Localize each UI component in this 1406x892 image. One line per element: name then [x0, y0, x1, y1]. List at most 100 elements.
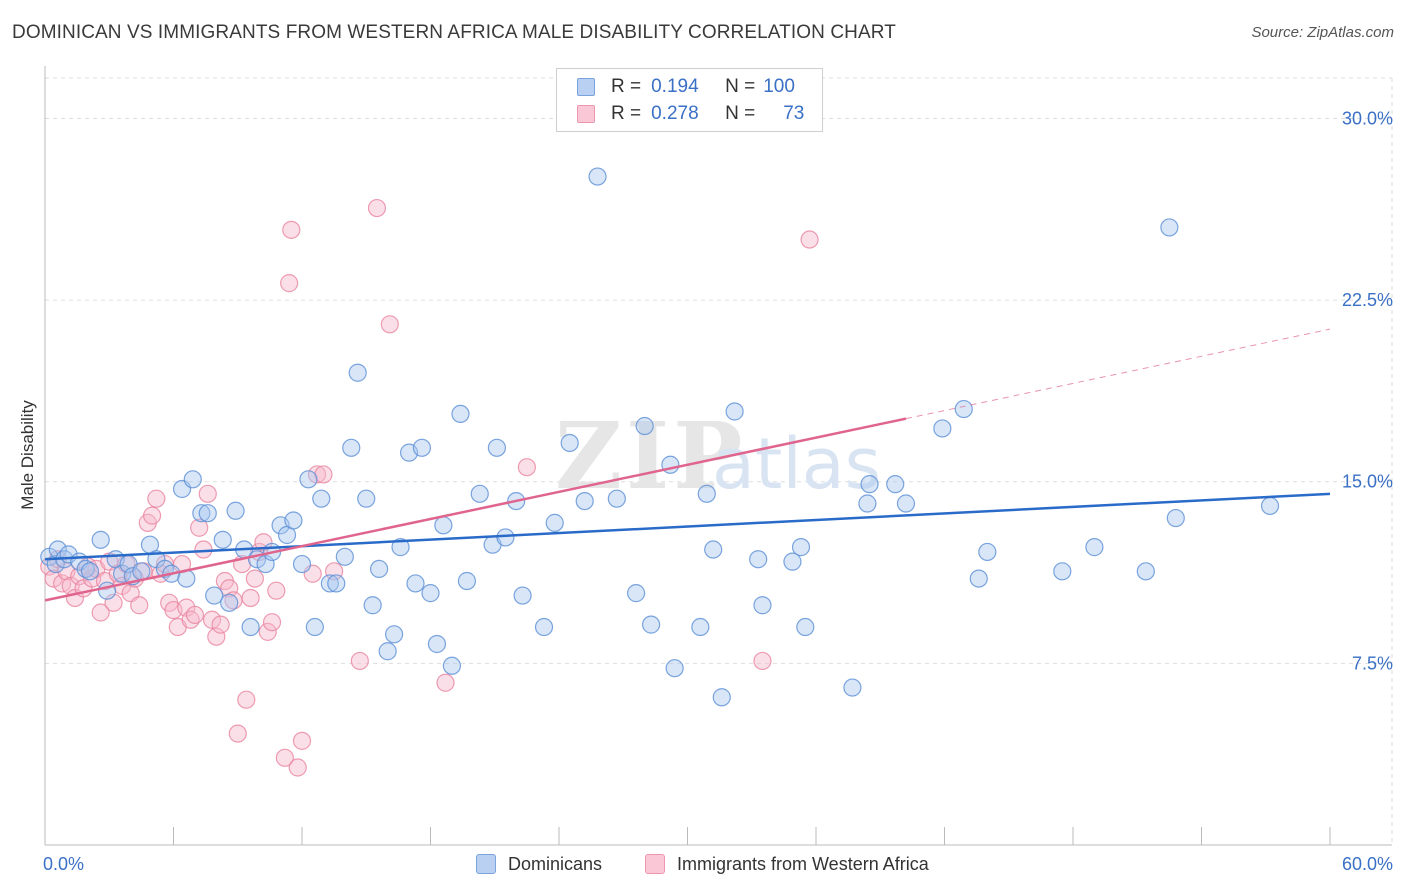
immigrant-point — [198, 484, 217, 503]
dominican-point — [545, 513, 564, 532]
dominican-point — [384, 625, 404, 644]
dominican-point — [284, 511, 303, 530]
dominican-point — [112, 564, 132, 583]
immigrant-point — [202, 610, 222, 629]
dominican-point — [1053, 562, 1072, 581]
dominican-point — [635, 416, 654, 436]
immigrant-point — [190, 518, 209, 537]
immigrant-point — [517, 458, 536, 477]
dominican-point — [513, 586, 532, 605]
immigrant-point — [275, 748, 294, 767]
immigrant-point — [800, 230, 819, 249]
dominican-point — [457, 571, 477, 591]
dominican-point — [697, 484, 716, 503]
dominican-point — [342, 438, 361, 457]
dominican-point — [378, 642, 397, 661]
dominican-point — [1085, 538, 1104, 557]
dominican-point — [312, 489, 331, 508]
trend-lines — [44, 328, 1331, 602]
immigrant-point — [237, 690, 256, 709]
dominican-point — [451, 404, 470, 424]
dominican-point — [412, 438, 432, 457]
immigrant-point — [288, 758, 307, 777]
source-label: Source: ZipAtlas.com — [1251, 24, 1394, 41]
dominican-point — [370, 559, 389, 579]
dominican-point — [327, 574, 346, 593]
legend-r-value-immigrants: 0.278 — [651, 103, 699, 124]
immigrant-point — [130, 596, 149, 615]
immigrant-point — [267, 581, 286, 600]
watermark-zip: ZIP — [555, 402, 746, 510]
immigrant-point — [185, 605, 205, 625]
dominican-point — [198, 504, 217, 523]
x-tick-label: 0.0% — [43, 854, 84, 874]
dominican-point — [796, 617, 815, 637]
dominican-point — [1136, 562, 1155, 581]
immigrant-point — [314, 465, 333, 484]
immigrant-point — [245, 569, 264, 588]
dominican-point — [783, 552, 802, 571]
dominican-point — [1260, 496, 1280, 516]
dominican-point — [391, 538, 410, 557]
dominican-point — [588, 167, 607, 186]
dominican-point — [969, 569, 988, 588]
tick-labels: 7.5% 15.0% 22.5% 30.0% 0.0% 60.0% — [43, 108, 1393, 874]
dominican-point — [665, 659, 684, 678]
bottom-legend-swatch-dominicans — [476, 854, 496, 874]
immigrant-point — [91, 603, 110, 622]
dominican-point — [626, 584, 646, 603]
dominican-point — [896, 494, 916, 513]
immigrant-point — [280, 274, 299, 293]
dominican-point — [1166, 508, 1185, 528]
dominican-point — [80, 562, 100, 581]
dominican-point — [205, 586, 224, 605]
immigrant-point — [282, 220, 301, 239]
dominican-point — [753, 596, 772, 615]
immigrant-point — [753, 651, 772, 671]
dominican-point — [534, 617, 554, 637]
x-tick-label: 60.0% — [1342, 854, 1393, 874]
dominican-point — [357, 489, 376, 508]
dominican-point — [496, 528, 515, 547]
dominican-point — [299, 470, 318, 489]
immigrant-point — [258, 622, 277, 641]
dominican-point — [791, 538, 811, 557]
dominican-point — [607, 489, 626, 508]
dominican-point — [843, 678, 862, 697]
dominican-point — [132, 562, 151, 581]
stats-legend: R = 0.194 N = 100 R = 0.278 N = 73 — [556, 68, 823, 132]
immigrant-point — [142, 506, 162, 525]
dominican-point — [691, 617, 710, 637]
dominican-point — [704, 540, 723, 559]
immigrant-point — [220, 579, 239, 598]
immigrant-point — [207, 627, 226, 646]
dominican-point — [363, 596, 382, 615]
dominican-point — [575, 491, 594, 511]
immigrant-point — [367, 198, 387, 218]
legend-swatch-dominicans — [577, 78, 595, 96]
legend-swatch-immigrants — [577, 105, 595, 123]
dominican-point — [305, 617, 324, 637]
dominican-point — [427, 634, 447, 654]
immigrant-point — [211, 615, 230, 634]
series-immigrants-points — [40, 198, 819, 777]
y-tick-label: 30.0% — [1342, 108, 1393, 128]
dominican-point — [978, 542, 997, 562]
dominican-point — [91, 530, 110, 549]
bottom-legend-swatch-immigrants — [645, 854, 665, 874]
dominican-point — [886, 475, 905, 494]
dominican-point — [335, 547, 354, 566]
immigrant-point — [380, 315, 399, 334]
dominican-point — [933, 419, 952, 438]
axis-layer — [44, 66, 1392, 846]
dominican-point — [442, 656, 462, 675]
legend-r-value-dominicans: 0.194 — [651, 76, 699, 97]
legend-n-value-immigrants: 73 — [783, 103, 805, 124]
legend-n-label: N = — [725, 76, 756, 97]
dominican-point — [421, 584, 440, 603]
legend-row-dominicans: R = 0.194 N = 100 — [577, 75, 795, 99]
dominican-point — [434, 516, 453, 535]
y-tick-label: 7.5% — [1352, 653, 1393, 673]
dominican-point — [192, 504, 211, 523]
immigrants-trend-line — [44, 417, 907, 602]
